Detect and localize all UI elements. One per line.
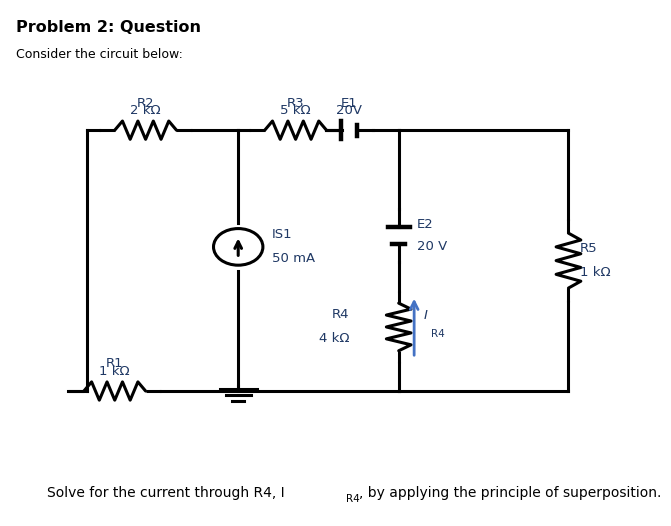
- Text: 1 kΩ: 1 kΩ: [580, 266, 610, 279]
- Text: Solve for the current through R4, I: Solve for the current through R4, I: [47, 486, 285, 500]
- Text: 4 kΩ: 4 kΩ: [319, 332, 350, 346]
- Text: R4: R4: [332, 308, 350, 320]
- Text: R3: R3: [287, 97, 305, 109]
- Text: 2 kΩ: 2 kΩ: [130, 104, 161, 117]
- Text: R1: R1: [106, 358, 123, 370]
- Text: E1: E1: [341, 97, 358, 109]
- Text: 5 kΩ: 5 kΩ: [280, 104, 311, 117]
- Text: IS1: IS1: [272, 228, 292, 241]
- Text: R2: R2: [137, 97, 154, 109]
- Text: 1 kΩ: 1 kΩ: [99, 365, 130, 378]
- Text: R4: R4: [346, 493, 359, 504]
- Text: I: I: [424, 309, 428, 322]
- Text: R5: R5: [580, 242, 597, 255]
- Text: 20V: 20V: [336, 104, 362, 117]
- Text: E2: E2: [417, 218, 434, 231]
- Text: 20 V: 20 V: [417, 240, 448, 253]
- Text: R4: R4: [431, 329, 445, 339]
- Text: , by applying the principle of superposition.: , by applying the principle of superposi…: [359, 486, 662, 500]
- Text: Consider the circuit below:: Consider the circuit below:: [16, 48, 183, 61]
- Text: Problem 2: Question: Problem 2: Question: [16, 21, 201, 35]
- Text: 50 mA: 50 mA: [272, 252, 315, 266]
